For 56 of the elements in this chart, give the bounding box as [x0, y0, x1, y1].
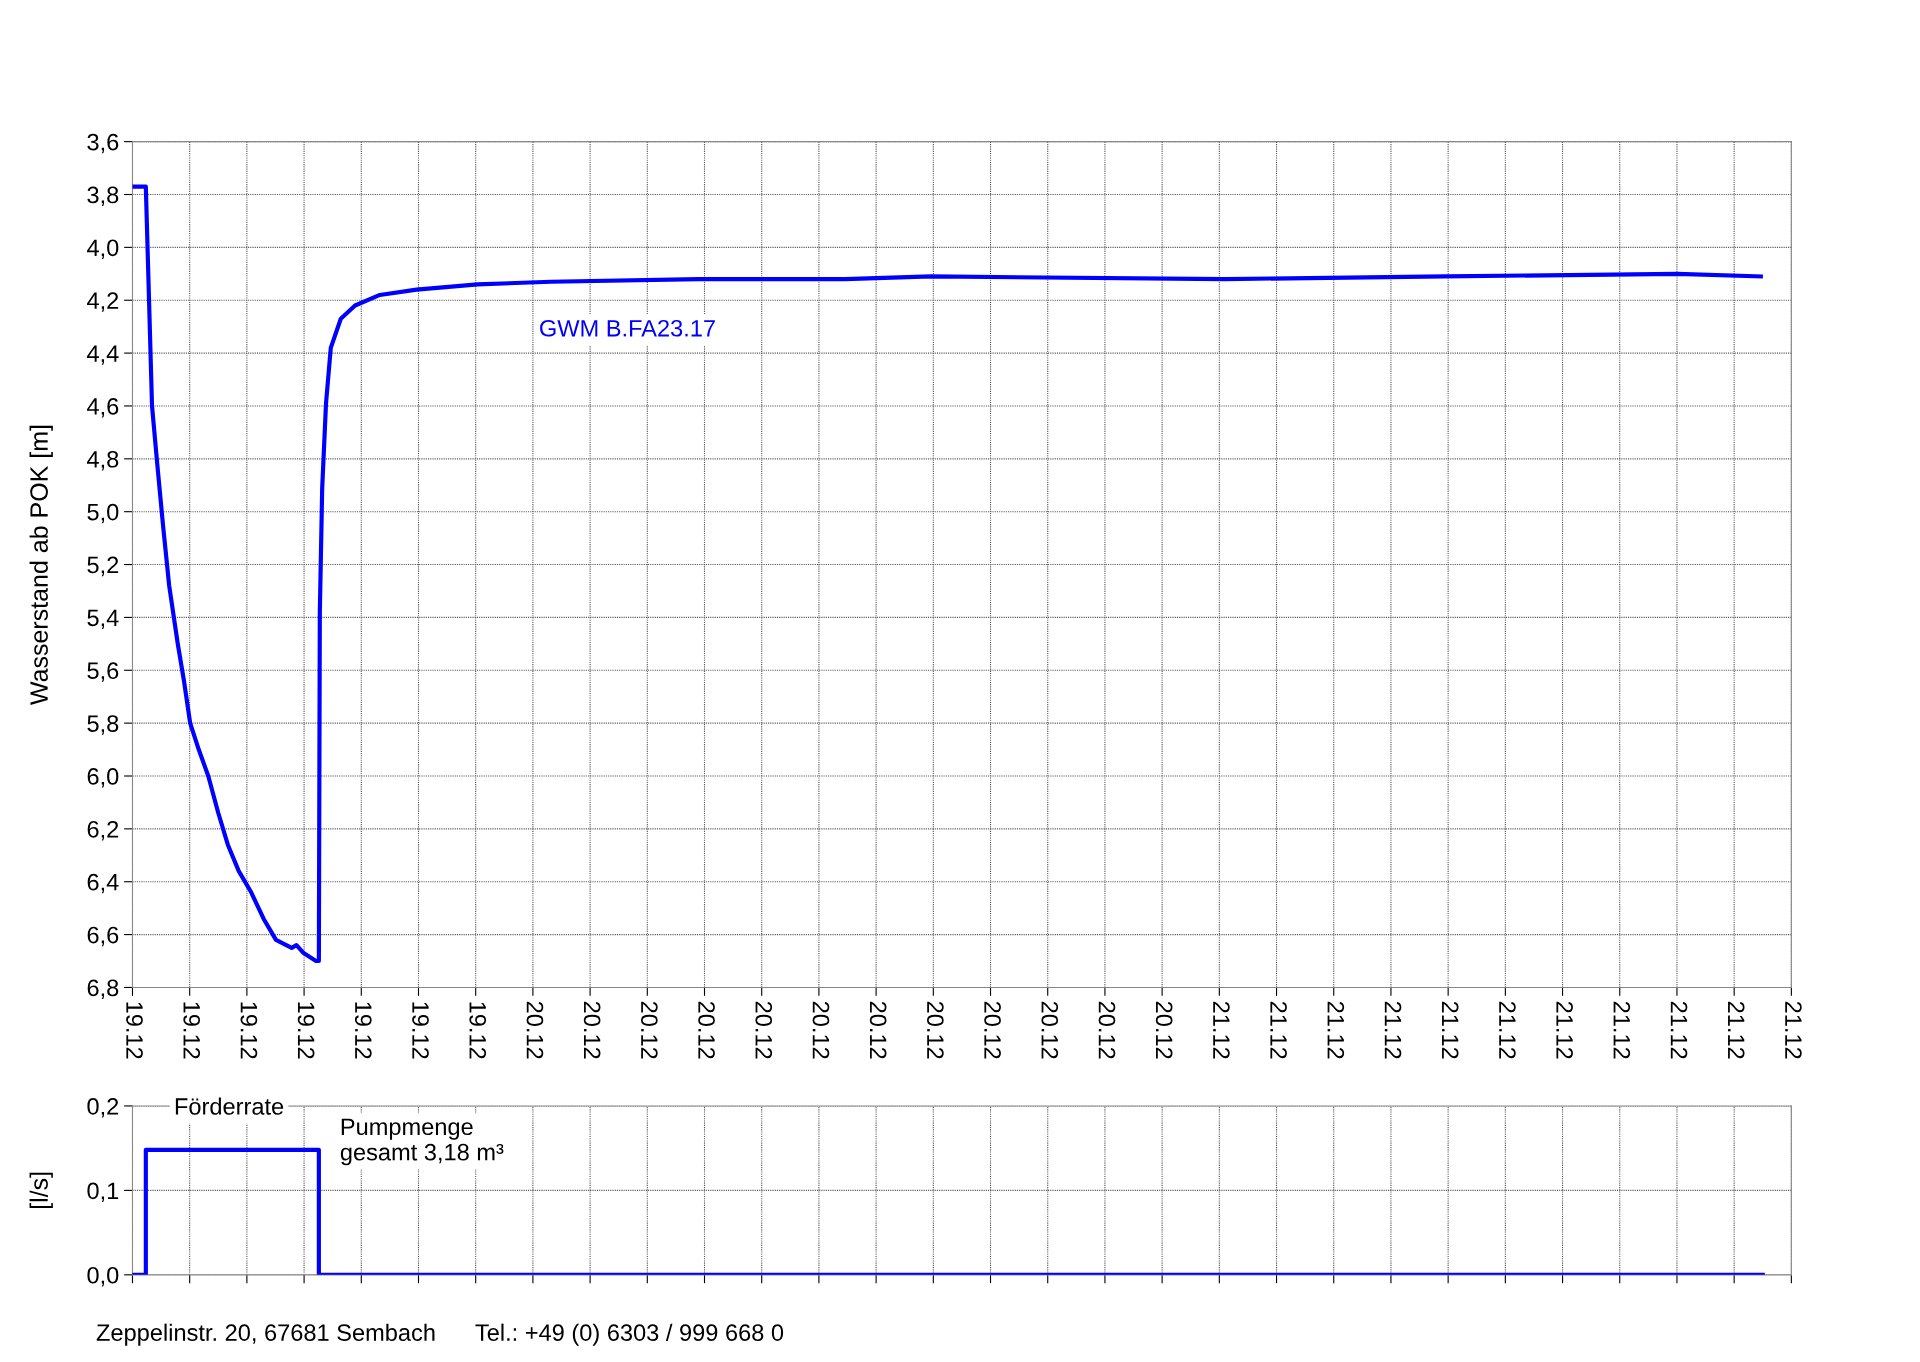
y-tick-label: 5,6: [87, 662, 119, 682]
series-label: GWM B.FA23.17: [540, 319, 715, 337]
y-tick-label: 3,6: [87, 133, 119, 154]
x-tick-label: 19.12: [354, 1002, 372, 1059]
x-tick-label: 20.12: [1041, 1001, 1059, 1059]
y-tick-label: 0,0: [87, 1266, 119, 1287]
x-tick-label: 19.12: [469, 1002, 487, 1059]
y-tick-label: 6,2: [87, 820, 119, 841]
x-tick-label: 19.12: [240, 1002, 258, 1059]
y-tick-label: 0,2: [87, 1098, 119, 1118]
series-label: Förderrate: [175, 1097, 284, 1115]
x-tick-label: 21.12: [1442, 1001, 1459, 1059]
x-tick-label: 20.12: [526, 1001, 544, 1059]
y-tick-label: 5,2: [87, 556, 119, 577]
y-tick-label: 6,0: [87, 768, 119, 788]
x-tick-label: 21.12: [1213, 1001, 1230, 1059]
y-tick-label: 4,0: [87, 239, 119, 259]
annotation: Pumpmenge gesamt 3,18 m³: [340, 1118, 504, 1166]
x-tick-label: 20.12: [1098, 1001, 1116, 1059]
x-tick-label: 20.12: [583, 1001, 601, 1059]
x-tick-label: 20.12: [1155, 1001, 1173, 1059]
x-tick-label: 20.12: [755, 1001, 773, 1059]
x-tick-label: 21.12: [1728, 1001, 1745, 1059]
x-tick-label: 21.12: [1384, 1001, 1402, 1059]
x-tick-label: 20.12: [869, 1001, 887, 1059]
y-tick-label: 4,6: [87, 398, 119, 418]
y-tick-label: 4,2: [87, 292, 119, 312]
x-tick-label: 19.12: [126, 1002, 143, 1059]
x-tick-label: 20.12: [640, 1001, 658, 1059]
text: Zeppelinstr. 20, 67681 Sembach Tel.: +49 (0) 6303 / 999 668 0: [96, 1323, 784, 1346]
x-tick-label: 20.12: [812, 1001, 830, 1059]
y-tick-label: 3,8: [87, 186, 119, 207]
y-tick-label: 5,4: [87, 609, 119, 629]
y-tick-label: 6,4: [87, 873, 119, 894]
x-tick-label: 20.12: [926, 1001, 944, 1059]
y-tick-label: 6,8: [87, 979, 119, 1000]
y-tick-label: 6,6: [87, 926, 119, 947]
x-tick-label: 21.12: [1270, 1001, 1287, 1059]
x-tick-label: 21.12: [1613, 1001, 1631, 1059]
y-axis-title: Wasserstand ab POK [m]: [29, 425, 53, 705]
y-tick-label: 4,8: [87, 450, 119, 471]
y-tick-label: 4,4: [87, 345, 119, 365]
y-tick-label: 0,1: [87, 1182, 119, 1202]
x-tick-label: 19.12: [412, 1002, 429, 1059]
y-tick-label: 5,8: [87, 715, 119, 735]
x-tick-label: 19.12: [297, 1002, 315, 1059]
y-tick-label: 5,0: [87, 503, 119, 524]
y-axis-title: [l/s]: [29, 1172, 53, 1209]
x-tick-label: 21.12: [1670, 1001, 1688, 1059]
x-tick-label: 21.12: [1785, 1001, 1802, 1059]
x-tick-label: 20.12: [984, 1001, 1001, 1059]
x-tick-label: 21.12: [1327, 1001, 1345, 1059]
x-tick-label: 21.12: [1556, 1001, 1573, 1059]
x-tick-label: 19.12: [183, 1002, 201, 1059]
x-tick-label: 20.12: [698, 1001, 715, 1059]
x-tick-label: 21.12: [1499, 1001, 1516, 1059]
